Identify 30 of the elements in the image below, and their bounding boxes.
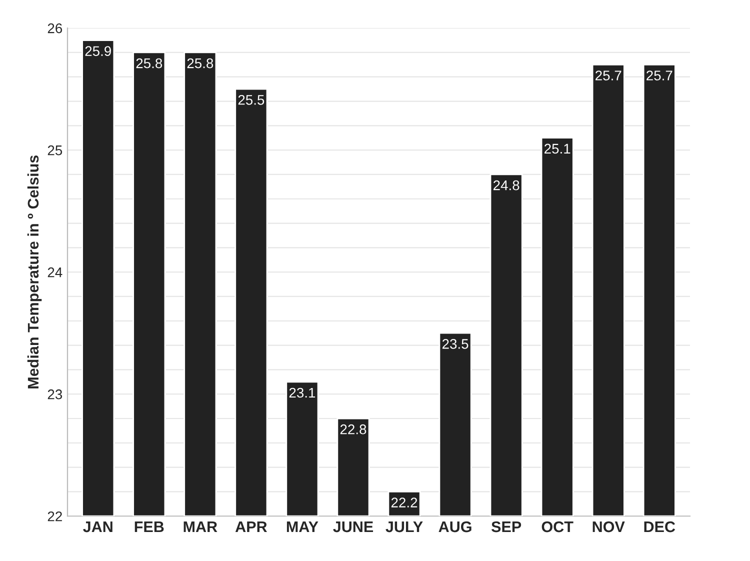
x-tick-label: DEC — [644, 521, 676, 532]
y-tick-label: 26 — [48, 23, 62, 34]
x-tick-label: NOV — [592, 521, 625, 532]
data-label: 25.7 — [646, 70, 672, 80]
x-tick-label: JAN — [83, 522, 112, 532]
data-label: 24.8 — [493, 180, 520, 190]
y-tick-label: 25 — [48, 145, 62, 156]
data-label: 22.2 — [391, 498, 418, 508]
data-label: 25.5 — [238, 94, 264, 105]
data-label: 25.9 — [85, 46, 111, 56]
y-tick-label: 23 — [48, 389, 62, 400]
data-label: 25.8 — [136, 58, 162, 68]
x-tick-label: JULY — [386, 522, 423, 532]
data-label: 25.1 — [544, 144, 570, 154]
x-tick-label: AUG — [438, 521, 472, 532]
y-tick-label: 22 — [48, 511, 62, 522]
y-tick-label: 24 — [48, 267, 62, 278]
data-label: 22.8 — [340, 424, 366, 434]
y-axis-title: Median Temperature in º Celsius — [27, 155, 42, 388]
data-label: 25.7 — [596, 70, 622, 80]
x-tick-label: FEB — [134, 522, 164, 532]
data-label: 25.8 — [187, 58, 214, 68]
x-tick-label: APR — [235, 522, 268, 532]
x-tick-label: SEP — [491, 521, 522, 532]
x-tick-label: MAR — [184, 522, 218, 532]
data-label: 23.1 — [289, 388, 316, 398]
data-label: 23.5 — [442, 339, 468, 349]
x-tick-label: JUNE — [333, 522, 374, 532]
x-tick-label: MAY — [286, 522, 318, 532]
x-tick-label: OCT — [542, 521, 574, 532]
